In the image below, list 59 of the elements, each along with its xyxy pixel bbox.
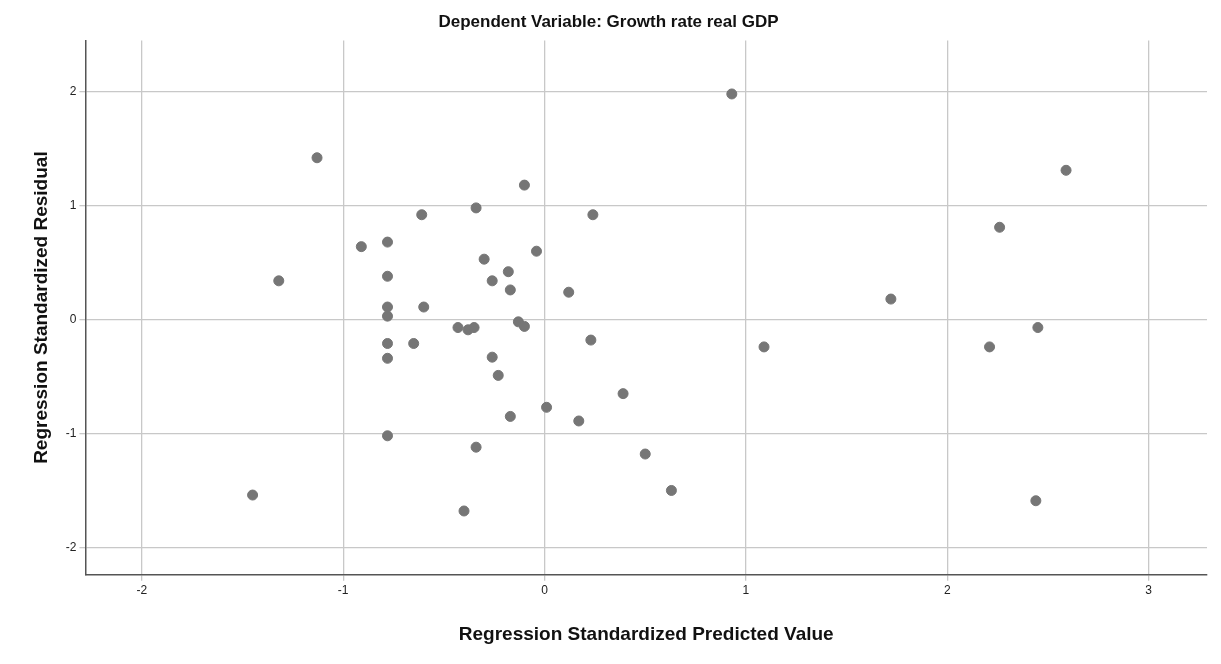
point — [382, 310, 393, 322]
point — [531, 245, 542, 257]
y-tick-label: 0 — [69, 311, 77, 326]
point — [504, 410, 516, 422]
point — [355, 241, 367, 253]
y-tick-label: 2 — [69, 83, 77, 98]
point — [563, 286, 575, 298]
point — [885, 293, 897, 305]
point — [418, 301, 430, 313]
y-tick-label: -1 — [65, 425, 77, 440]
point — [478, 253, 490, 265]
point — [1030, 495, 1042, 507]
point — [994, 221, 1006, 233]
point — [416, 209, 428, 221]
x-tick-label: 2 — [943, 583, 951, 598]
point — [617, 388, 629, 400]
point — [502, 266, 514, 278]
point — [382, 430, 393, 442]
point — [470, 202, 482, 214]
point — [470, 441, 482, 453]
point — [665, 484, 677, 496]
point — [468, 322, 480, 334]
point — [1032, 322, 1044, 334]
x-tick-label: -1 — [337, 583, 349, 598]
point — [541, 401, 553, 413]
point — [408, 337, 420, 349]
point — [486, 275, 498, 287]
point — [585, 334, 597, 346]
x-tick-label: 0 — [541, 583, 549, 598]
point — [504, 284, 516, 296]
point — [382, 301, 393, 313]
point — [518, 179, 530, 191]
point — [311, 152, 323, 164]
point — [382, 352, 393, 364]
point — [758, 341, 770, 353]
point — [726, 88, 738, 100]
x-tick-label: -2 — [136, 583, 148, 598]
x-tick-label: 3 — [1145, 583, 1153, 598]
point — [573, 415, 585, 427]
x-tick-label: 1 — [742, 583, 750, 598]
y-tick-label: -2 — [65, 539, 77, 554]
point — [452, 322, 464, 334]
point — [492, 369, 504, 381]
y-axis-title: Regression Standardized Residual — [29, 151, 51, 464]
point — [382, 337, 393, 349]
point — [382, 236, 393, 248]
point — [518, 320, 530, 332]
point — [273, 275, 285, 287]
point — [247, 489, 259, 501]
x-axis-title: Regression Standardized Predicted Value — [458, 622, 834, 644]
point — [458, 505, 470, 517]
point — [639, 448, 651, 460]
point — [1060, 164, 1072, 176]
y-tick-label: 1 — [69, 197, 77, 212]
chart-title: Dependent Variable: Growth rate real GDP — [438, 11, 779, 31]
point — [984, 341, 996, 353]
point — [587, 209, 599, 221]
point — [486, 351, 498, 363]
point — [382, 270, 393, 282]
